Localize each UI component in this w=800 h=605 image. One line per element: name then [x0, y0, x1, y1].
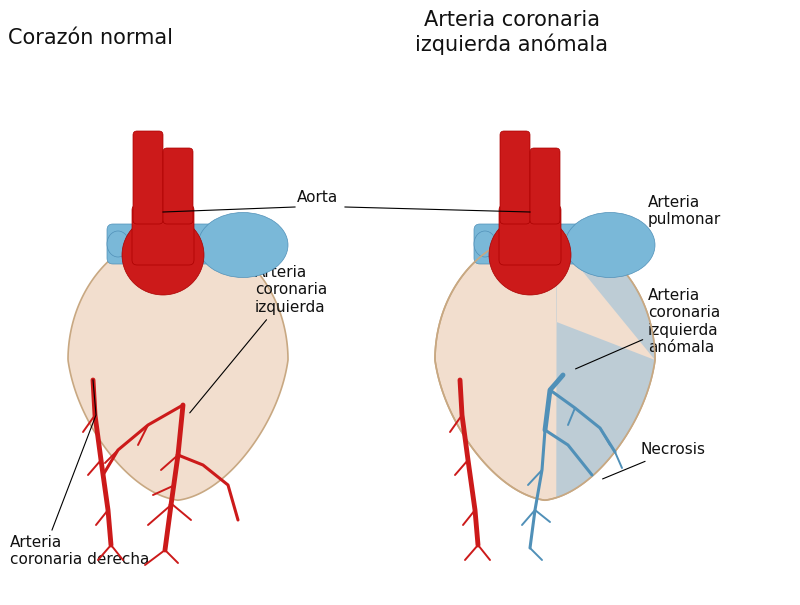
Ellipse shape: [489, 215, 571, 295]
Text: Arteria
pulmonar: Arteria pulmonar: [610, 195, 722, 241]
Text: Arteria
coronaria derecha: Arteria coronaria derecha: [10, 535, 150, 567]
Text: Arteria
coronaria
izquierda: Arteria coronaria izquierda: [190, 265, 327, 413]
Ellipse shape: [107, 231, 129, 257]
Ellipse shape: [474, 231, 496, 257]
Polygon shape: [435, 232, 655, 500]
Ellipse shape: [565, 212, 655, 278]
Text: Corazón normal: Corazón normal: [8, 28, 173, 48]
Text: Necrosis: Necrosis: [602, 442, 705, 479]
Polygon shape: [556, 233, 655, 498]
Ellipse shape: [122, 215, 204, 295]
FancyBboxPatch shape: [163, 148, 193, 224]
FancyBboxPatch shape: [132, 205, 194, 265]
FancyBboxPatch shape: [499, 205, 561, 265]
FancyBboxPatch shape: [500, 131, 530, 224]
FancyBboxPatch shape: [474, 224, 606, 264]
Polygon shape: [68, 232, 288, 500]
FancyBboxPatch shape: [133, 131, 163, 224]
Text: Aorta: Aorta: [297, 190, 338, 205]
FancyBboxPatch shape: [107, 224, 239, 264]
Text: Arteria coronaria
izquierda anómala: Arteria coronaria izquierda anómala: [415, 10, 608, 55]
FancyBboxPatch shape: [530, 148, 560, 224]
Ellipse shape: [198, 212, 288, 278]
Text: Arteria
coronaria
izquierda
anómala: Arteria coronaria izquierda anómala: [575, 288, 720, 369]
